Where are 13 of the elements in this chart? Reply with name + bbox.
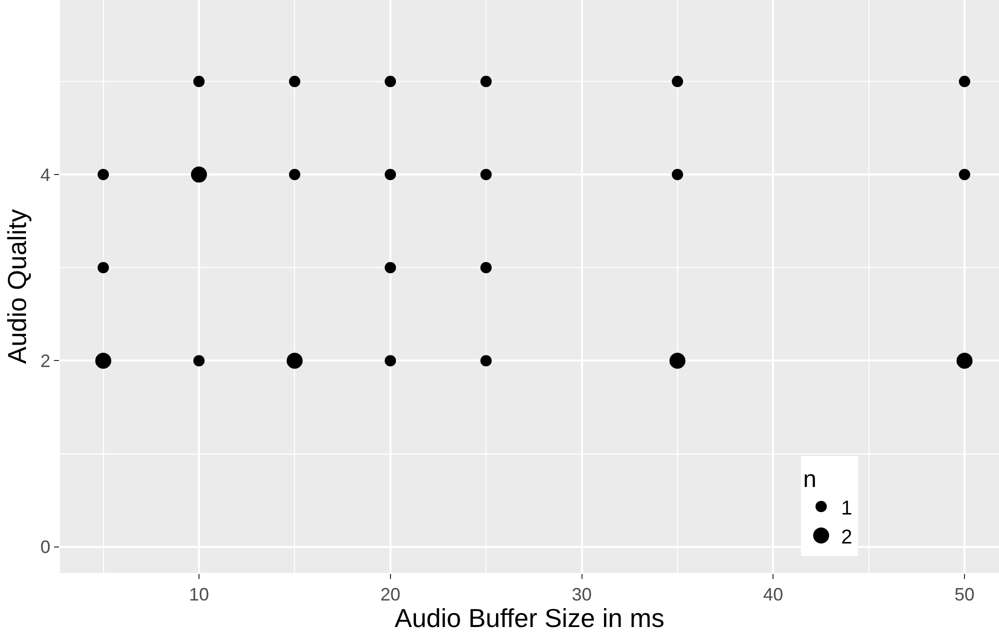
y-tick-label: 0 xyxy=(40,537,50,558)
x-tick-label: 30 xyxy=(572,584,592,605)
legend-label: 2 xyxy=(841,526,852,548)
x-tick-label: 10 xyxy=(188,584,209,605)
x-tick-label: 40 xyxy=(763,584,784,605)
y-tick-label: 2 xyxy=(40,351,50,372)
x-tick-label: 50 xyxy=(954,584,975,605)
x-axis-title: Audio Buffer Size in ms xyxy=(394,603,664,633)
x-tick-label: 20 xyxy=(380,584,400,605)
legend-label: 1 xyxy=(841,497,852,520)
legend-title: n xyxy=(803,466,817,494)
y-axis-title: Audio Quality xyxy=(2,209,32,364)
y-tick-label: 4 xyxy=(40,164,50,185)
